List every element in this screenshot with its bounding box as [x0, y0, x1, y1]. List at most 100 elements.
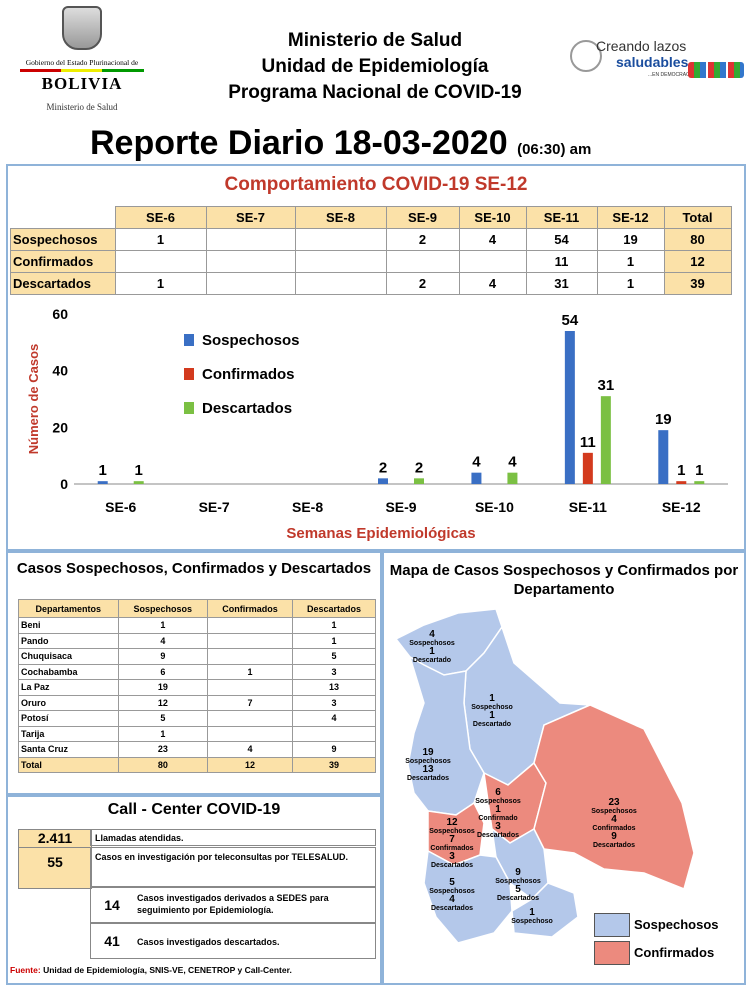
- cell: 4: [292, 710, 376, 727]
- discarded-text: Casos investigados descartados.: [90, 923, 376, 959]
- table-row: Sospechosos 1 2 4 54 19 80: [10, 228, 732, 251]
- cell: [114, 250, 207, 273]
- legend-swatch-descartados: [184, 402, 194, 414]
- country-name: BOLIVIA: [41, 74, 123, 93]
- bar-sospechosos: [658, 430, 669, 484]
- cell: 1: [117, 617, 209, 634]
- map-count: 6: [495, 787, 501, 798]
- map-count: 5: [449, 877, 455, 888]
- government-line: Gobierno del Estado Plurinacional de: [25, 58, 139, 67]
- table-row: Oruro 12 7 3: [18, 694, 376, 711]
- department-name: Cochabamba: [18, 663, 119, 680]
- bar-confirmados: [676, 481, 687, 484]
- bar-descartados: [507, 472, 518, 484]
- call-center-title: Call - Center COVID-19: [107, 801, 281, 818]
- data-label: 54: [562, 312, 579, 329]
- map-count: 9: [611, 831, 617, 842]
- table-row: Confirmados 11 1 12: [10, 250, 732, 273]
- legend-confirmados-label: Confirmados: [634, 945, 715, 960]
- department-name: Oruro: [18, 694, 119, 711]
- cell: 5: [292, 648, 376, 665]
- cell: 1: [117, 725, 209, 742]
- cell: [207, 710, 294, 727]
- x-tick-label: SE-7: [199, 499, 230, 515]
- column-header: SE-9: [385, 206, 460, 229]
- bar-descartados: [414, 478, 424, 484]
- department-panel: Casos Sospechosos, Confirmados y Descart…: [6, 551, 382, 795]
- legend-confirmados-swatch: [594, 941, 630, 965]
- children-icon: [688, 62, 744, 78]
- legend-swatch-sospechosos: [184, 334, 194, 346]
- cell: 9: [117, 648, 209, 665]
- cell: 1: [596, 250, 665, 273]
- telesalud-text: Casos en investigación por teleconsultas…: [90, 847, 376, 887]
- column-header: SE-12: [596, 206, 665, 229]
- table-row: Beni 1 1: [18, 617, 376, 634]
- map-count: 12: [446, 817, 458, 828]
- calls-text: Llamadas atendidas.: [90, 829, 376, 846]
- legend-sospechosos-swatch: [594, 913, 630, 937]
- weekly-panel: Comportamiento COVID-19 SE-12 SE-6 SE-7 …: [6, 164, 746, 551]
- map-count-label: Sospechosos: [495, 878, 541, 885]
- cell: [207, 617, 294, 634]
- ministry-title: Ministerio de Salud: [287, 30, 463, 51]
- table-row: Descartados 1 2 4 31 1 39: [10, 272, 732, 295]
- map-count-label: Descartado: [412, 657, 452, 664]
- cell: 1: [596, 272, 665, 295]
- map-count-label: Sospechosos: [591, 808, 637, 815]
- row-label: Descartados: [10, 272, 116, 295]
- x-tick-label: SE-12: [662, 499, 701, 515]
- cell: 23: [117, 741, 209, 758]
- data-label: 1: [135, 462, 143, 479]
- table-row: La Paz 19 13: [18, 679, 376, 696]
- table-row: Cochabamba 6 1 3: [18, 663, 376, 680]
- table-row: Santa Cruz 23 4 9: [18, 741, 376, 758]
- cell: 12: [117, 694, 209, 711]
- department-header-row: Departamentos Sospechosos Confirmados De…: [18, 599, 376, 618]
- report-time: (06:30) am: [517, 141, 592, 158]
- department-rows: Beni 1 1 Pando 4 1 Chuquisaca 9 5 Cochabamba 6 1 3 La…: [18, 617, 376, 773]
- weekly-table: SE-6 SE-7 SE-8 SE-9 SE-10 SE-11 SE-12 To…: [10, 206, 732, 295]
- column-header: SE-8: [294, 206, 387, 229]
- column-header: SE-7: [205, 206, 296, 229]
- cell: [458, 250, 527, 273]
- column-header: Descartados: [292, 599, 376, 618]
- data-label: 19: [655, 411, 672, 428]
- x-tick-label: SE-11: [569, 499, 607, 515]
- cell: 39: [292, 756, 376, 773]
- campaign-line-2: saludables: [616, 54, 689, 70]
- weekly-header-row: SE-6 SE-7 SE-8 SE-9 SE-10 SE-11 SE-12 To…: [11, 206, 732, 229]
- column-header: SE-10: [458, 206, 527, 229]
- total-cell: 12: [663, 250, 732, 273]
- department-title: Casos Sospechosos, Confirmados y Descart…: [16, 560, 372, 577]
- map-count-label: Sospechosos: [429, 828, 475, 835]
- bar-sospechosos: [564, 331, 575, 484]
- cell: 1: [292, 617, 376, 634]
- cell: 1: [207, 663, 294, 680]
- cell: 1: [114, 228, 207, 251]
- table-row: Pando 4 1: [18, 632, 376, 649]
- data-label: 2: [379, 459, 387, 476]
- data-label: 1: [677, 462, 685, 479]
- cell: [207, 632, 294, 649]
- row-label: Confirmados: [10, 250, 116, 273]
- cell: 31: [525, 272, 598, 295]
- data-label: 4: [472, 454, 481, 471]
- legend-label-descartados: Descartados: [202, 400, 292, 417]
- coat-of-arms-icon: [62, 6, 102, 50]
- department-name: Beni: [18, 617, 119, 634]
- map-count-label: Descartados: [430, 862, 474, 869]
- cell: [207, 648, 294, 665]
- map-label-pando: 4 Sospechosos 1 Descartado: [404, 630, 460, 665]
- department-name: Santa Cruz: [18, 741, 119, 758]
- map-title: Mapa de Casos Sospechosos y Confirmados …: [389, 562, 739, 598]
- cell: 4: [117, 632, 209, 649]
- cell: 1: [114, 272, 207, 295]
- map-label-cochabamba: 6 Sospechosos 1 Confirmado 3 Descartados: [470, 787, 526, 840]
- map-count-label: Sospechoso: [511, 918, 553, 925]
- map-count: 1: [489, 693, 495, 704]
- cell: [205, 228, 296, 251]
- y-tick-label: 0: [60, 476, 68, 492]
- bar-sospechosos: [471, 472, 482, 484]
